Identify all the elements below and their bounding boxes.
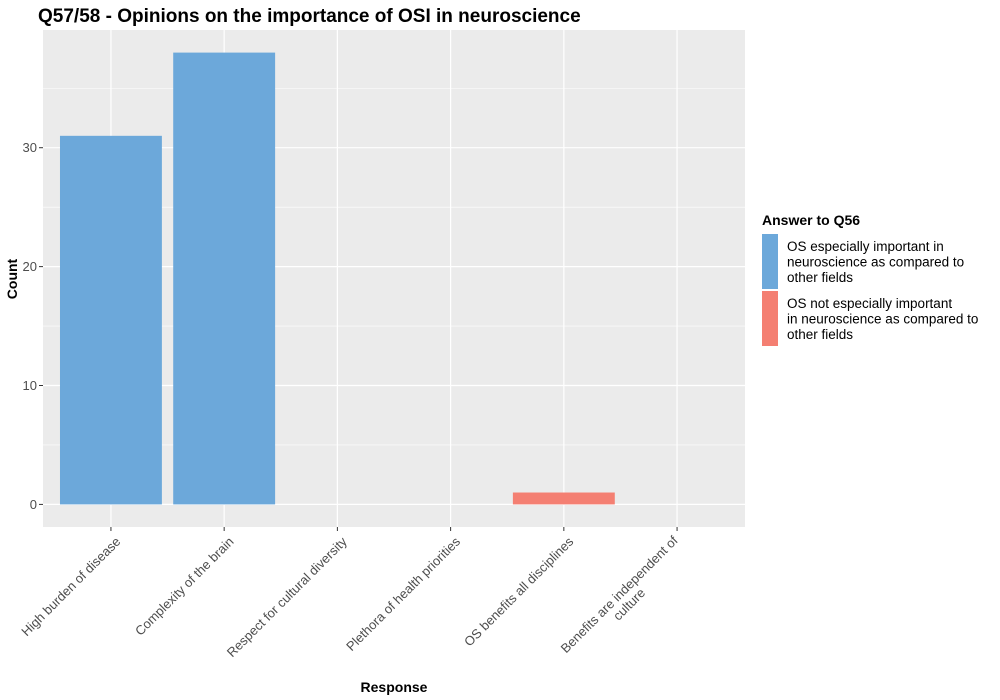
- legend-label-line: in neuroscience as compared to: [787, 312, 978, 327]
- legend-label-line: other fields: [787, 327, 853, 342]
- legend-label-line: other fields: [787, 270, 853, 285]
- legend-key: [762, 291, 778, 346]
- bar: [512, 492, 615, 505]
- legend-label-line: OS not especially important: [787, 296, 952, 311]
- x-tick-label-line: High burden of disease: [18, 534, 123, 639]
- legend-key: [762, 234, 778, 289]
- x-tick-label-line: Benefits are independent of: [558, 533, 681, 656]
- legend-label: OS not especially important in neuroscien…: [787, 296, 978, 342]
- y-tick-label: 30: [23, 140, 37, 155]
- x-tick-label-text: Respect for cultural diversity: [224, 534, 350, 660]
- bar: [173, 52, 276, 505]
- x-tick-label: Complexity of the brain: [132, 534, 237, 639]
- x-tick-label-text: Complexity of the brain: [132, 534, 237, 639]
- x-tick-label: Respect for cultural diversity: [224, 534, 350, 660]
- x-tick-label-line: Complexity of the brain: [132, 534, 237, 639]
- y-tick-label: 10: [23, 378, 37, 393]
- x-tick-label-text: Plethora of health priorities: [343, 534, 463, 654]
- x-axis: High burden of disease Complexity of the …: [18, 527, 691, 666]
- x-axis-title: Response: [361, 679, 428, 695]
- x-tick-label-text: High burden of disease: [18, 534, 123, 639]
- y-tick-label: 0: [30, 497, 37, 512]
- bars: [59, 52, 615, 505]
- legend-label-line: neuroscience as compared to: [787, 255, 964, 270]
- x-tick-label-line: Respect for cultural diversity: [224, 534, 350, 660]
- x-tick-label-text: Benefits are independent ofculture: [558, 533, 691, 666]
- x-tick-label: Plethora of health priorities: [343, 534, 463, 654]
- y-axis-title: Count: [4, 258, 20, 299]
- chart-title: Q57/58 - Opinions on the importance of O…: [38, 6, 581, 27]
- x-tick-label-text: OS benefits all disciplines: [461, 534, 577, 650]
- x-tick-label-line: OS benefits all disciplines: [461, 534, 577, 650]
- y-tick-label: 20: [23, 259, 37, 274]
- x-tick-label: OS benefits all disciplines: [461, 534, 577, 650]
- legend: Answer to Q56 OS especially important in…: [762, 212, 978, 346]
- y-axis: 0 10 20 30: [23, 140, 43, 512]
- legend-label-line: OS especially important in: [787, 239, 944, 254]
- x-tick-label-line: Plethora of health priorities: [343, 534, 463, 654]
- legend-title: Answer to Q56: [762, 212, 860, 228]
- x-tick-label: High burden of disease: [18, 534, 123, 639]
- bar: [59, 135, 162, 505]
- legend-label: OS especially important in neuroscience a…: [787, 239, 964, 285]
- x-tick-label: Benefits are independent ofculture: [558, 533, 691, 666]
